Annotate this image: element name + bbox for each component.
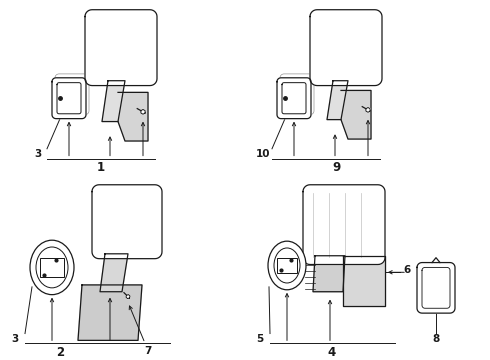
Ellipse shape [30, 240, 74, 294]
Polygon shape [118, 93, 148, 141]
Polygon shape [310, 10, 382, 86]
Polygon shape [282, 83, 306, 114]
Polygon shape [78, 285, 142, 340]
Polygon shape [343, 256, 385, 306]
Text: 2: 2 [56, 346, 64, 359]
Text: 3: 3 [11, 334, 19, 343]
Polygon shape [327, 81, 348, 120]
Text: 7: 7 [145, 346, 152, 356]
Polygon shape [341, 90, 371, 139]
Ellipse shape [268, 241, 306, 290]
Polygon shape [57, 83, 81, 114]
Ellipse shape [36, 247, 68, 288]
Text: 3: 3 [34, 149, 42, 159]
Polygon shape [85, 10, 157, 86]
Text: 5: 5 [256, 334, 264, 343]
Polygon shape [366, 108, 370, 112]
Bar [40, 258, 64, 277]
Ellipse shape [274, 248, 300, 283]
Polygon shape [52, 78, 86, 119]
Text: 9: 9 [332, 161, 340, 175]
Polygon shape [102, 81, 125, 122]
Polygon shape [417, 262, 455, 313]
Polygon shape [126, 294, 130, 298]
Text: 6: 6 [403, 265, 411, 275]
Polygon shape [92, 185, 162, 259]
Text: 8: 8 [432, 334, 440, 343]
Text: 4: 4 [328, 346, 336, 359]
Bar [277, 258, 297, 273]
Text: 1: 1 [97, 161, 105, 175]
Polygon shape [100, 254, 128, 292]
Polygon shape [141, 109, 145, 114]
Polygon shape [277, 78, 311, 119]
Polygon shape [303, 185, 385, 265]
Polygon shape [313, 256, 345, 292]
Text: 10: 10 [256, 149, 270, 159]
